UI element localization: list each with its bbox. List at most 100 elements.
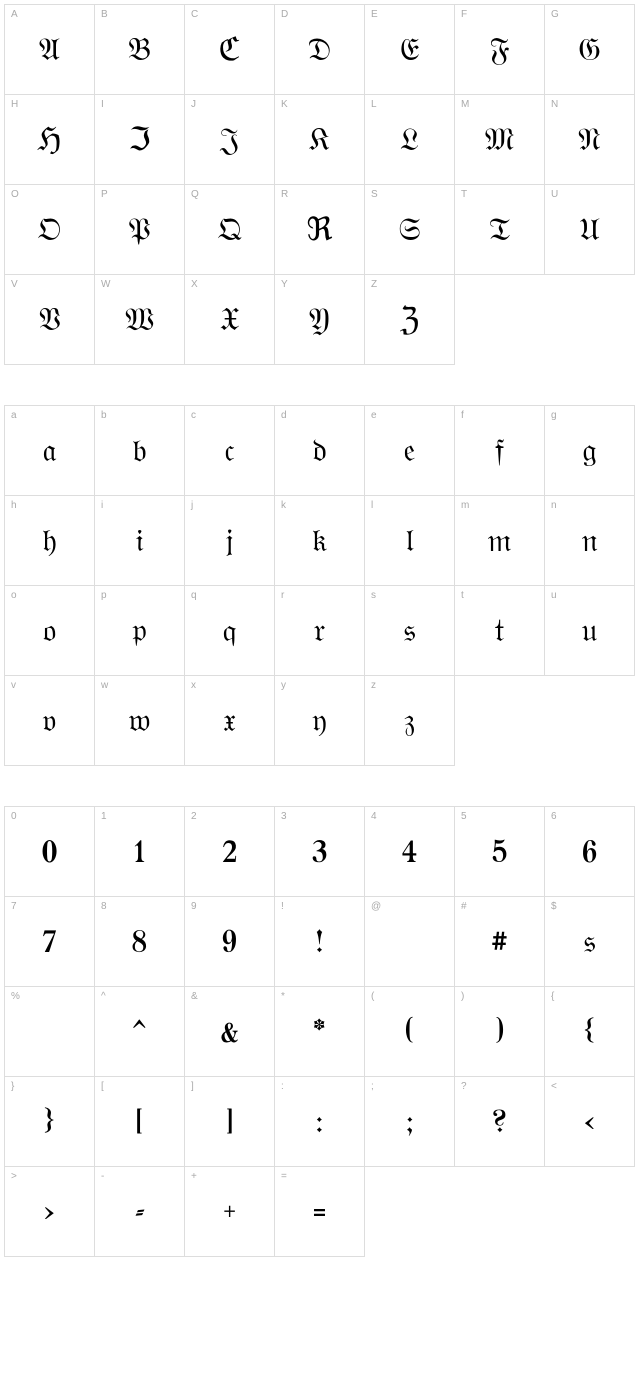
glyph-label: r bbox=[281, 590, 284, 601]
glyph-cell: 77 bbox=[5, 897, 95, 987]
glyph-cell: h𝔥 bbox=[5, 496, 95, 586]
glyph-character: 𝔅 bbox=[128, 37, 151, 69]
glyph-character: - bbox=[135, 1199, 145, 1231]
glyph-character: [ bbox=[137, 1109, 143, 1141]
glyph-character: ℨ bbox=[400, 307, 420, 339]
glyph-character: 8 bbox=[132, 929, 147, 961]
glyph-cell: L𝔏 bbox=[365, 95, 455, 185]
glyph-label: 2 bbox=[191, 811, 197, 822]
glyph-label: Q bbox=[191, 189, 199, 200]
glyph-label: K bbox=[281, 99, 288, 110]
glyph-cell: ]] bbox=[185, 1077, 275, 1167]
glyph-label: ^ bbox=[101, 991, 106, 1002]
glyph-cell: T𝔗 bbox=[455, 185, 545, 275]
glyph-character: < bbox=[585, 1109, 594, 1141]
glyph-label: 4 bbox=[371, 811, 377, 822]
glyph-cell: c𝔠 bbox=[185, 406, 275, 496]
character-map-container: A𝔄B𝔅CℭD𝔇E𝔈F𝔉G𝔊HℌIℑJ𝔍K𝔎L𝔏M𝔐N𝔑O𝔒P𝔓Q𝔔RℜS𝔖T𝔗… bbox=[0, 0, 640, 1301]
glyph-cell: J𝔍 bbox=[185, 95, 275, 185]
glyph-cell: K𝔎 bbox=[275, 95, 365, 185]
glyph-label: 7 bbox=[11, 901, 17, 912]
glyph-label: t bbox=[461, 590, 464, 601]
glyph-label: ) bbox=[461, 991, 464, 1002]
glyph-cell: O𝔒 bbox=[5, 185, 95, 275]
glyph-character: 𝔱 bbox=[495, 618, 505, 650]
glyph-label: h bbox=[11, 500, 17, 511]
glyph-cell: 00 bbox=[5, 807, 95, 897]
glyph-label: d bbox=[281, 410, 287, 421]
glyph-character: 𝔜 bbox=[309, 307, 330, 339]
glyph-character: 𝔔 bbox=[218, 217, 242, 249]
glyph-character: : bbox=[316, 1109, 322, 1141]
glyph-label: 8 bbox=[101, 901, 107, 912]
glyph-label: H bbox=[11, 99, 18, 110]
glyph-cell: k𝔨 bbox=[275, 496, 365, 586]
glyph-cell: 22 bbox=[185, 807, 275, 897]
glyph-character: 𝔬 bbox=[43, 618, 56, 650]
glyph-cell: 55 bbox=[455, 807, 545, 897]
glyph-cell: v𝔳 bbox=[5, 676, 95, 766]
glyph-cell: l𝔩 bbox=[365, 496, 455, 586]
glyph-cell: f𝔣 bbox=[455, 406, 545, 496]
glyph-character: 𝔞 bbox=[43, 438, 57, 470]
glyph-cell: !! bbox=[275, 897, 365, 987]
glyph-label: - bbox=[101, 1171, 104, 1182]
glyph-character: 𝔣 bbox=[495, 438, 505, 470]
glyph-character: 𝔩 bbox=[405, 528, 413, 560]
glyph-label: n bbox=[551, 500, 557, 511]
glyph-character: 9 bbox=[222, 929, 237, 961]
glyph-label: z bbox=[371, 680, 376, 691]
glyph-character: } bbox=[44, 1109, 55, 1141]
glyph-label: T bbox=[461, 189, 467, 200]
glyph-label: p bbox=[101, 590, 107, 601]
glyph-character: { bbox=[584, 1019, 595, 1051]
glyph-character: 2 bbox=[222, 839, 236, 871]
glyph-cell: z𝔷 bbox=[365, 676, 455, 766]
glyph-label: Z bbox=[371, 279, 377, 290]
glyph-cell: Hℌ bbox=[5, 95, 95, 185]
glyph-label: 5 bbox=[461, 811, 467, 822]
glyph-cell: }} bbox=[5, 1077, 95, 1167]
glyph-cell: ;; bbox=[365, 1077, 455, 1167]
glyph-cell: U𝔘 bbox=[545, 185, 635, 275]
glyph-character: 𝔧 bbox=[225, 528, 233, 560]
glyph-label: I bbox=[101, 99, 104, 110]
glyph-character: 𝔮 bbox=[223, 618, 237, 650]
glyph-character: 𝔄 bbox=[39, 37, 60, 69]
glyph-cell: a𝔞 bbox=[5, 406, 95, 496]
glyph-character: 0 bbox=[42, 839, 57, 871]
glyph-cell: N𝔑 bbox=[545, 95, 635, 185]
glyph-cell: {{ bbox=[545, 987, 635, 1077]
glyph-label: O bbox=[11, 189, 19, 200]
glyph-cell: P𝔓 bbox=[95, 185, 185, 275]
glyph-character: 𝔊 bbox=[578, 37, 601, 69]
glyph-label: * bbox=[281, 991, 285, 1002]
glyph-cell: F𝔉 bbox=[455, 5, 545, 95]
glyph-character: 5 bbox=[492, 839, 507, 871]
glyph-cell: Y𝔜 bbox=[275, 275, 365, 365]
glyph-label: f bbox=[461, 410, 464, 421]
glyph-character: ℑ bbox=[128, 127, 150, 159]
glyph-label: W bbox=[101, 279, 110, 290]
glyph-label: V bbox=[11, 279, 18, 290]
glyph-section-lowercase: a𝔞b𝔟c𝔠d𝔡e𝔢f𝔣g𝔤h𝔥i𝔦j𝔧k𝔨l𝔩m𝔪n𝔫o𝔬p𝔭q𝔮r𝔯s𝔰t𝔱… bbox=[4, 405, 635, 766]
glyph-label: S bbox=[371, 189, 378, 200]
glyph-cell: == bbox=[275, 1167, 365, 1257]
glyph-label: u bbox=[551, 590, 557, 601]
glyph-character: 𝔭 bbox=[132, 618, 147, 650]
glyph-character: ] bbox=[227, 1109, 233, 1141]
glyph-cell: o𝔬 bbox=[5, 586, 95, 676]
glyph-cell: 44 bbox=[365, 807, 455, 897]
glyph-section-uppercase: A𝔄B𝔅CℭD𝔇E𝔈F𝔉G𝔊HℌIℑJ𝔍K𝔎L𝔏M𝔐N𝔑O𝔒P𝔓Q𝔔RℜS𝔖T𝔗… bbox=[4, 4, 635, 365]
glyph-cell: ** bbox=[275, 987, 365, 1077]
glyph-character: + bbox=[223, 1199, 236, 1231]
glyph-label: e bbox=[371, 410, 377, 421]
glyph-label: w bbox=[101, 680, 108, 691]
glyph-label: ? bbox=[461, 1081, 467, 1092]
glyph-label: o bbox=[11, 590, 17, 601]
glyph-label: G bbox=[551, 9, 559, 20]
glyph-character: ) bbox=[496, 1019, 504, 1051]
glyph-character: 𝔫 bbox=[581, 528, 597, 560]
glyph-label: [ bbox=[101, 1081, 104, 1092]
glyph-character: & bbox=[220, 1019, 238, 1051]
